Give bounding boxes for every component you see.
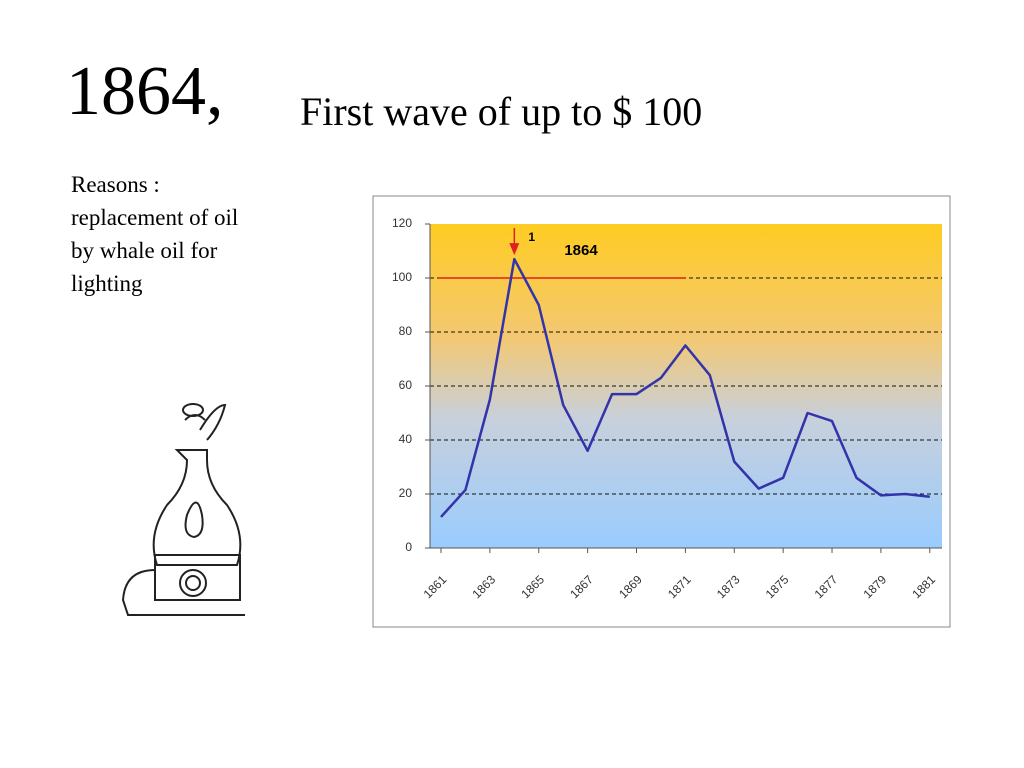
y-tick-label: 20 (399, 486, 413, 500)
annotation-arrowhead (509, 243, 520, 256)
data-line (440, 257, 930, 518)
reasons-line: Reasons : (71, 172, 160, 197)
title-year: 1864, (66, 53, 224, 130)
reasons-text: Reasons : replacement of oil by whale oi… (71, 168, 238, 300)
y-tick-label: 100 (392, 270, 412, 284)
y-tick-label: 120 (392, 216, 412, 230)
y-tick-label: 80 (399, 324, 413, 338)
annotation-label: 1864 (564, 242, 598, 259)
reasons-line: replacement of oil (71, 205, 239, 230)
y-tick-label: 60 (399, 378, 413, 392)
title-text: First wave of up to $ 100 (300, 89, 703, 134)
annotation-label: 1 (528, 230, 535, 244)
reasons-line: lighting (71, 271, 143, 296)
y-tick-label: 0 (405, 540, 412, 554)
lamp-illustration (121, 403, 245, 616)
reasons-line: by whale oil for (71, 238, 218, 263)
y-tick-label: 40 (399, 432, 413, 446)
